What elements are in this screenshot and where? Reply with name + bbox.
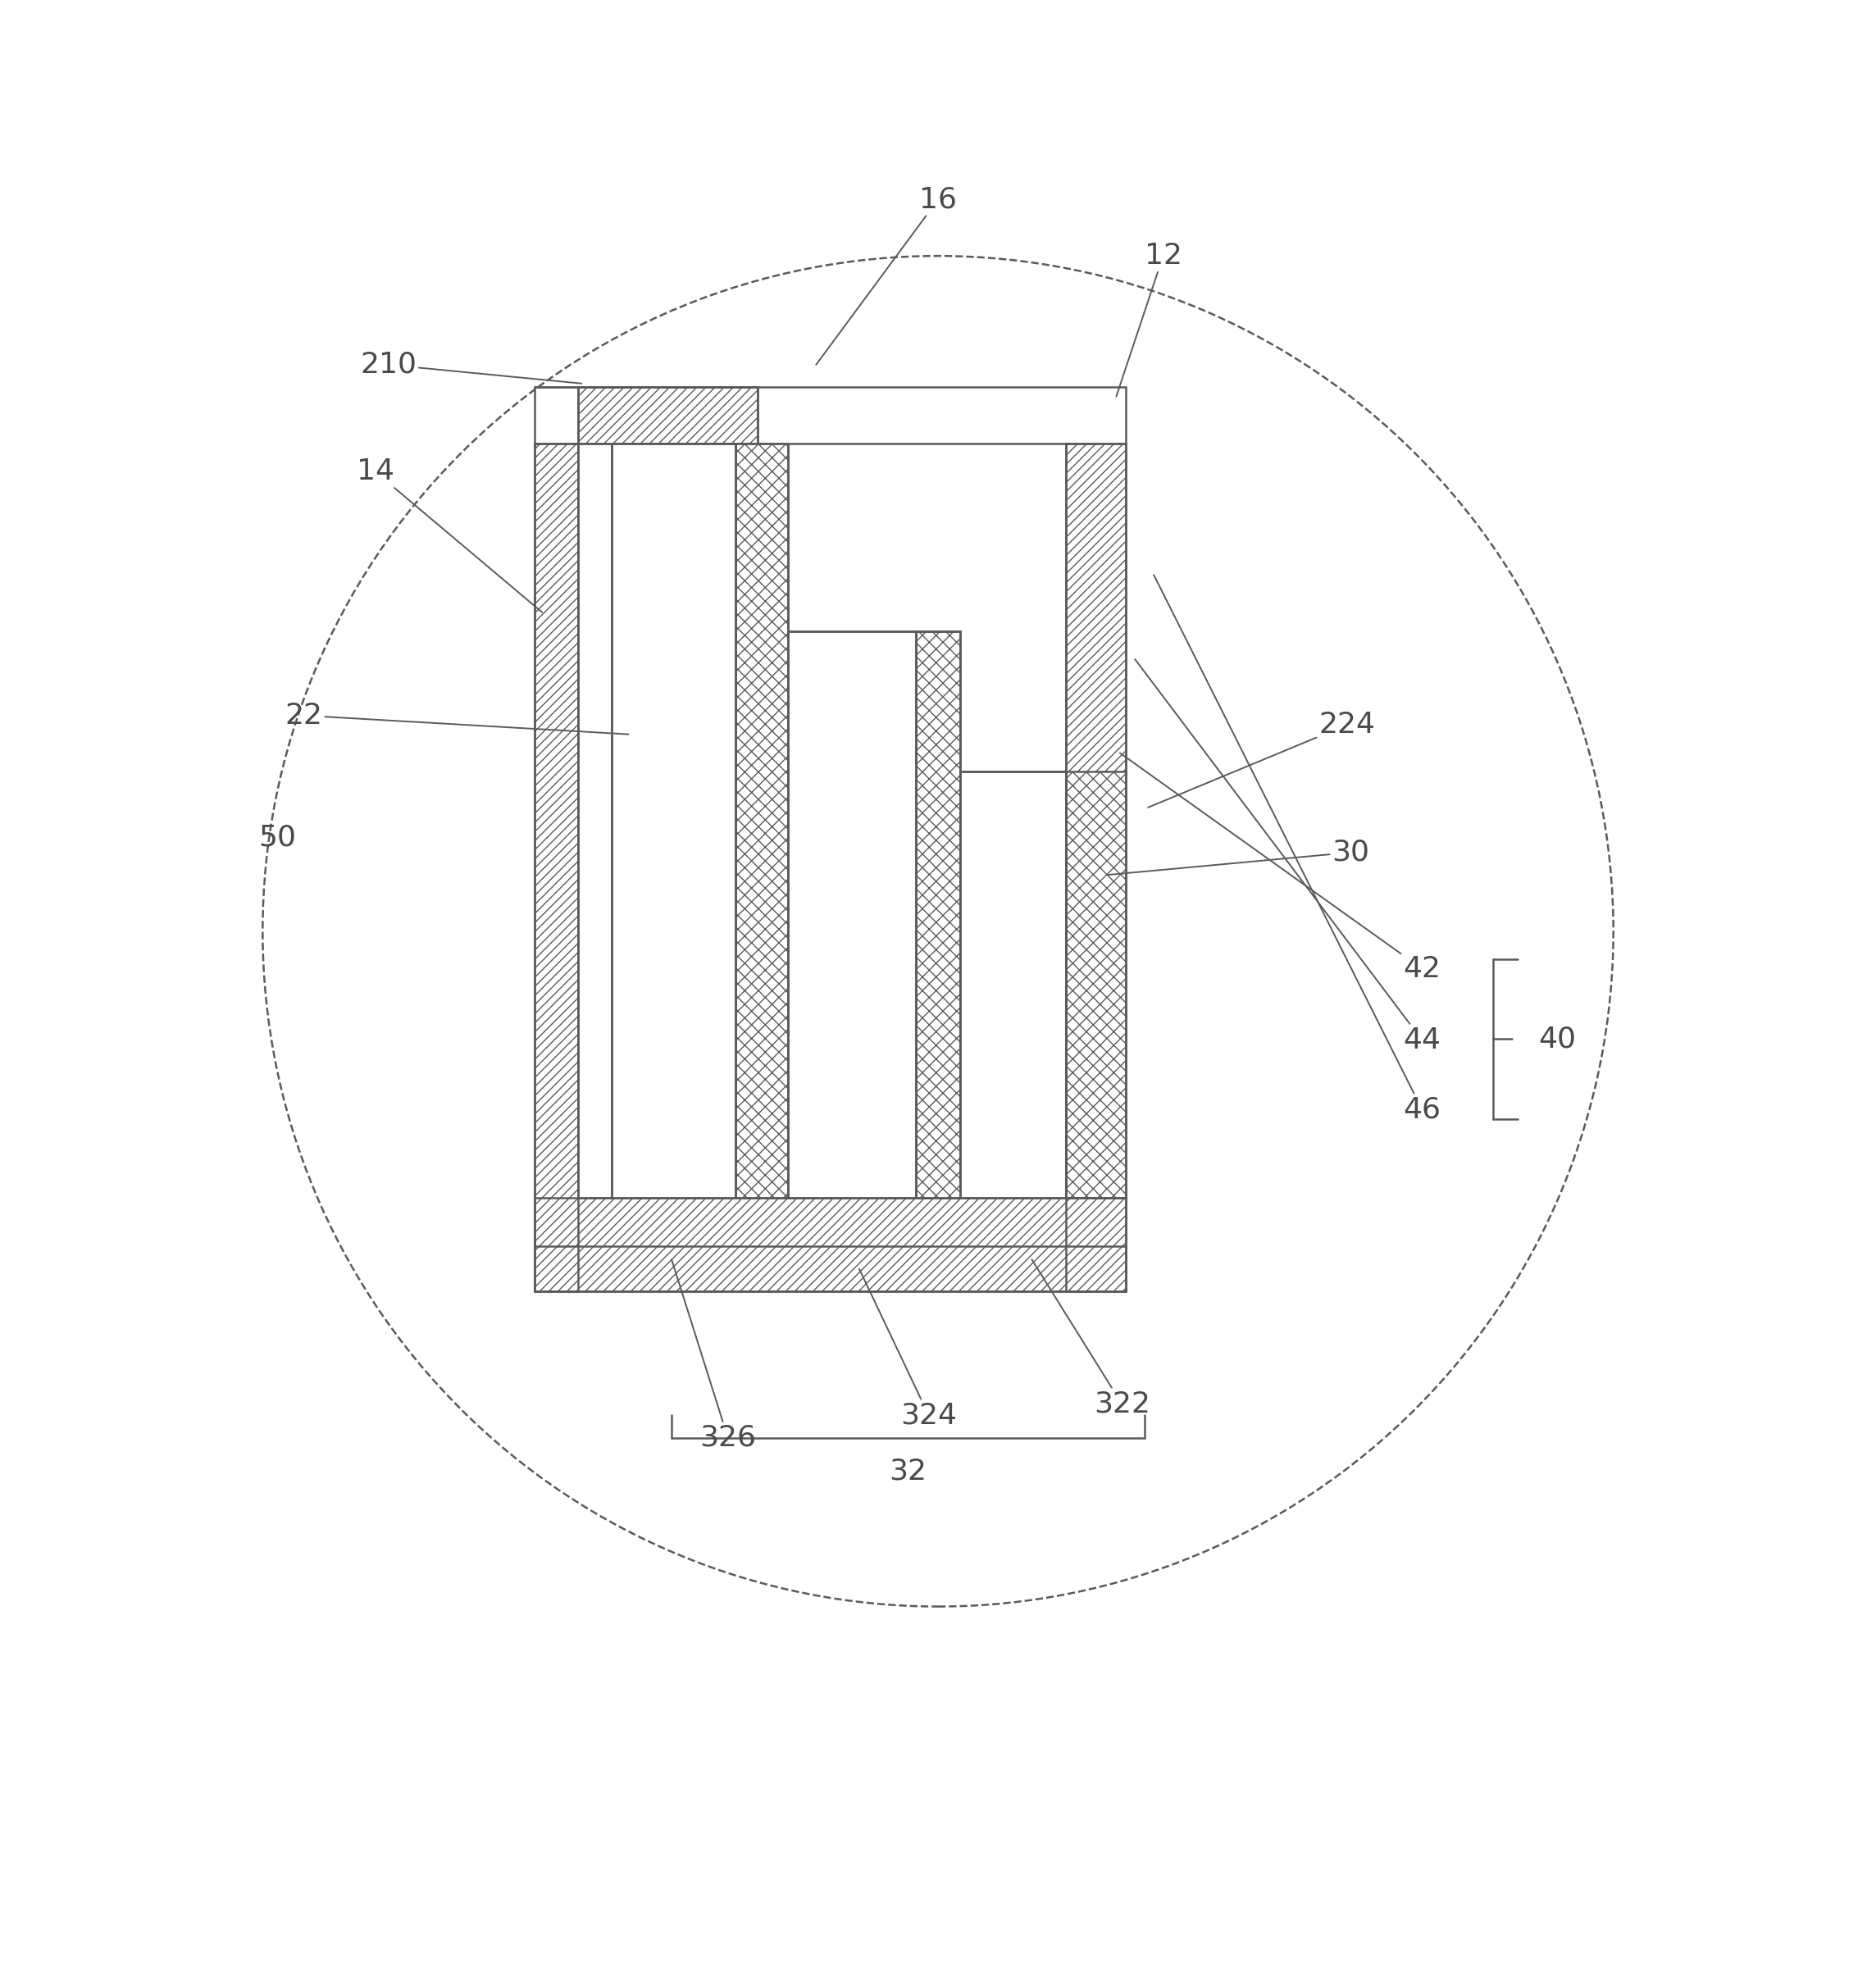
Text: 224: 224 xyxy=(1148,711,1375,808)
Bar xyxy=(578,387,758,444)
Text: 32: 32 xyxy=(889,1458,927,1485)
Bar xyxy=(612,444,735,1197)
Text: 50: 50 xyxy=(259,824,296,851)
Bar xyxy=(1066,444,1126,1292)
Text: 322: 322 xyxy=(1032,1260,1150,1418)
Text: 210: 210 xyxy=(360,352,582,383)
Text: 30: 30 xyxy=(1107,839,1369,875)
Bar xyxy=(1066,772,1126,1197)
Text: 42: 42 xyxy=(1120,752,1441,984)
Text: 46: 46 xyxy=(1154,575,1441,1124)
Text: 40: 40 xyxy=(1538,1025,1576,1053)
Bar xyxy=(735,444,788,1197)
Text: 326: 326 xyxy=(672,1260,756,1452)
Text: 44: 44 xyxy=(1135,660,1441,1055)
Text: 12: 12 xyxy=(1116,243,1182,397)
Bar xyxy=(535,444,578,1292)
Text: 16: 16 xyxy=(816,186,957,365)
Text: 22: 22 xyxy=(285,701,628,735)
Bar xyxy=(535,1197,1126,1292)
Text: 14: 14 xyxy=(356,458,542,612)
Bar xyxy=(915,632,961,1197)
Bar xyxy=(788,632,915,1197)
Bar xyxy=(961,772,1066,1197)
Text: 324: 324 xyxy=(859,1268,957,1430)
